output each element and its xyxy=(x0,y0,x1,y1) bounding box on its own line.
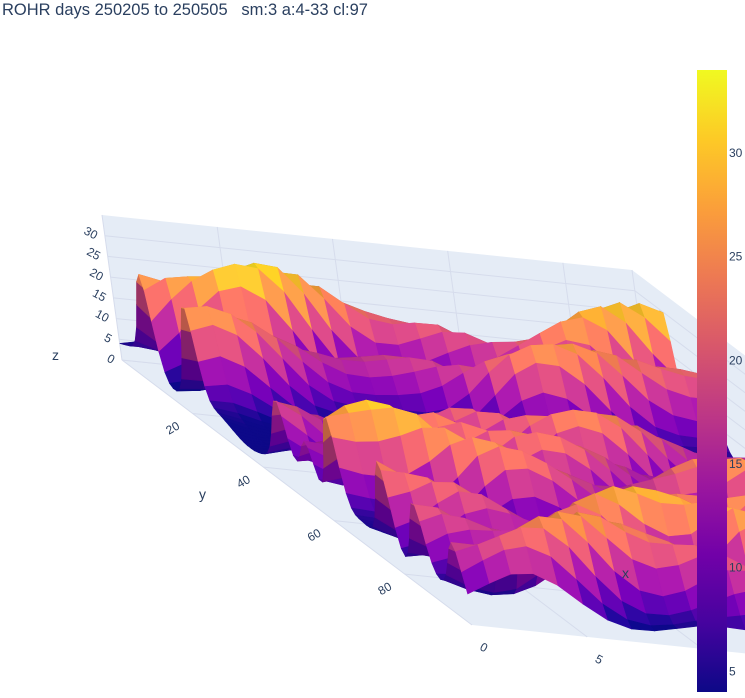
colorbar-tick-label: 5 xyxy=(729,664,736,678)
z-tick-label: 20 xyxy=(87,265,106,284)
colorbar-tick-label: 15 xyxy=(729,457,743,471)
wall-gridline-z xyxy=(634,290,745,375)
x-tick-label: 0 xyxy=(478,640,491,656)
y-tick-label: 60 xyxy=(305,526,324,545)
colorbar-tick-label: 20 xyxy=(729,353,743,367)
z-tick-label: 25 xyxy=(85,244,104,263)
y-tick-label: 40 xyxy=(234,472,253,491)
wall-gridline-x xyxy=(101,214,123,361)
y-tick-label: 80 xyxy=(376,579,395,598)
z-axis-label: z xyxy=(52,347,59,363)
wall-gridline-z xyxy=(637,311,745,394)
z-tick-label: 10 xyxy=(93,307,112,326)
z-tick-label: 5 xyxy=(102,330,115,346)
x-tick-label: 5 xyxy=(593,652,606,668)
z-tick-label: 0 xyxy=(105,351,118,367)
z-tick-label: 30 xyxy=(82,224,101,243)
y-axis-label: y xyxy=(199,486,206,502)
colorbar-tick-label: 25 xyxy=(729,250,743,264)
surface-patch[interactable] xyxy=(461,560,490,595)
z-tick-label: 15 xyxy=(90,286,109,305)
floor-gridline-x xyxy=(121,359,473,626)
y-tick-label: 20 xyxy=(163,419,182,438)
colorbar-tick-label: 10 xyxy=(729,561,743,575)
y-axis-ticks: 20 40 60 80 xyxy=(163,419,394,599)
wall-gridline-z xyxy=(104,235,635,292)
colorbar xyxy=(697,70,727,692)
colorbar-tick-label: 30 xyxy=(729,146,743,160)
x-axis-label: x xyxy=(622,565,629,581)
colorbar-ticks: 5 10 15 20 25 30 xyxy=(729,146,743,678)
chart-title: ROHR days 250205 to 250505 sm:3 a:4-33 c… xyxy=(2,1,368,19)
wall-gridline-z xyxy=(107,255,638,312)
